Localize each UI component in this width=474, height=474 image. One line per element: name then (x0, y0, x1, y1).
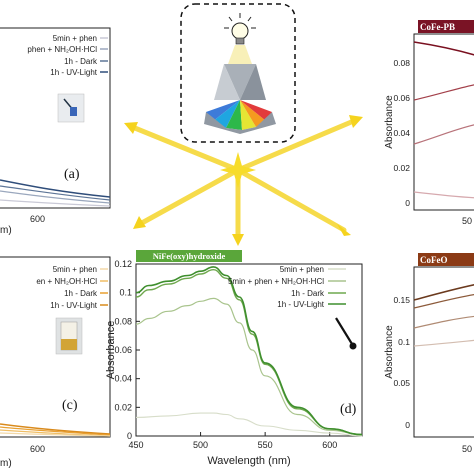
dashed-frame (180, 3, 296, 143)
panel-a-legend-3: 1h - Dark (64, 57, 98, 66)
panel-d-legend: 5min + phen 5min + phen + NH₂OH·HCl 1h -… (228, 265, 346, 309)
panel-d-xtick-label: 600 (322, 440, 337, 450)
panel-a-legend-4: 1h - UV-Light (50, 68, 97, 77)
panel-d-ytick-label: 0 (127, 431, 132, 441)
panel-c-letter: (c) (62, 398, 78, 413)
panel-d-xlabel: Wavelength (nm) (207, 455, 290, 467)
panel-e-frame (413, 266, 474, 438)
panel-d-legend-4: 1h - UV-Light (277, 300, 324, 309)
sparkle-icon (220, 152, 256, 188)
panel-d-title: NiFe(oxy)hydroxide (153, 251, 226, 261)
prism-icon (214, 64, 266, 100)
panel-d-ylabel: Absorbance (105, 321, 117, 380)
panel-a-letter: (a) (64, 167, 80, 182)
panel-d-xtick-label: 550 (258, 440, 273, 450)
panel-b: CoFe-PB Absorbance 0.08 0.06 0.04 0.02 0… (384, 20, 474, 226)
panel-a-legend-1: 5min + phen (53, 34, 97, 43)
panel-a-curves (0, 179, 111, 207)
panel-b-yticks: 0.08 0.06 0.04 0.02 0 (393, 58, 410, 208)
panel-d-series-line-3 (135, 268, 363, 436)
panel-e-ytick-0: 0 (405, 420, 410, 430)
panel-b-ytick-0.04: 0.04 (393, 128, 410, 138)
panel-d-tag (136, 250, 242, 262)
panel-e-curves (413, 284, 474, 347)
panel-b-ytick-0: 0 (405, 198, 410, 208)
panel-b-ytick-0.08: 0.08 (393, 58, 410, 68)
panel-b-title: CoFe-PB (420, 22, 455, 32)
spectrum-fan (204, 100, 276, 134)
panel-c-curves (0, 423, 111, 437)
panel-d-xtick-label: 450 (128, 440, 143, 450)
panel-e-tag (418, 253, 474, 266)
panel-c-legend-3: 1h - Dark (64, 289, 98, 298)
panel-c-inset-photo (55, 317, 83, 355)
panel-e-ytick-0.15: 0.15 (393, 295, 410, 305)
light-bulb-icon (224, 13, 256, 45)
panel-d-series-line-2 (135, 297, 363, 436)
panel-b-tick-x: 50 (462, 216, 472, 226)
panel-c-legend-1: 5min + phen (53, 265, 97, 274)
panel-e-yticks: 0.15 0.1 0.05 0 (393, 295, 410, 430)
panel-d: NiFe(oxy)hydroxide 00.020.040.060.080.10… (105, 250, 363, 467)
panel-d-ytick-label: 0.06 (114, 345, 132, 355)
panel-c-tick-600: 600 (30, 444, 45, 454)
panel-c-legend: 5min + phen en + NH₂OH·HCl 1h - Dark 1h … (36, 265, 108, 310)
panel-a-legend: 5min + phen phen + NH₂OH·HCl 1h - Dark 1… (27, 34, 108, 77)
panel-d-ytick-label: 0.02 (114, 402, 132, 412)
panel-c-frame (0, 256, 111, 438)
panel-b-ylabel: Absorbance (384, 95, 395, 149)
panel-d-legend-2: 5min + phen + NH₂OH·HCl (228, 277, 324, 286)
panel-a-frame (0, 27, 111, 209)
panel-c-legend-2: en + NH₂OH·HCl (36, 277, 97, 286)
light-beam (228, 45, 252, 64)
panel-e: CoFeO Absorbance 0.15 0.1 0.05 0 50 (384, 253, 474, 454)
panel-a-xlabel: m) (0, 225, 12, 236)
panel-d-frame (135, 263, 363, 437)
panel-e-ytick-0.05: 0.05 (393, 378, 410, 388)
center-illustration (124, 3, 363, 246)
panel-c: 5min + phen en + NH₂OH·HCl 1h - Dark 1h … (0, 256, 111, 469)
panel-d-legend-3: 1h - Dark (291, 289, 325, 298)
panel-a-legend-2: phen + NH₂OH·HCl (27, 45, 97, 54)
panel-a-inset-photo (57, 93, 85, 123)
panel-d-letter: (d) (340, 402, 357, 417)
starburst-arrowheads (124, 115, 363, 246)
panel-b-ytick-0.06: 0.06 (393, 93, 410, 103)
panel-d-series-line-1 (135, 412, 363, 437)
starburst (127, 117, 359, 241)
panel-d-series-line-4 (135, 266, 363, 436)
panel-e-ytick-0.1: 0.1 (398, 337, 410, 347)
panel-b-curves (413, 41, 474, 199)
panel-d-ytick-label: 0.12 (114, 259, 132, 269)
panel-e-ylabel: Absorbance (384, 325, 395, 379)
panel-d-ytick-label: 0.08 (114, 316, 132, 326)
panel-c-legend-4: 1h - UV-Light (50, 301, 97, 310)
panel-d-ytick-label: 0.1 (119, 288, 132, 298)
panel-a-tick-600: 600 (30, 214, 45, 224)
panel-c-xlabel: m) (0, 458, 12, 469)
panel-b-frame (413, 33, 474, 211)
panel-b-ytick-0.02: 0.02 (393, 163, 410, 173)
panel-b-tag (418, 20, 474, 33)
panel-d-ytick-label: 0.04 (114, 374, 132, 384)
panel-e-title: CoFeO (420, 255, 448, 265)
panel-d-series (135, 266, 363, 437)
panel-a: 5min + phen phen + NH₂OH·HCl 1h - Dark 1… (0, 27, 111, 236)
panel-e-tick-x: 50 (462, 444, 472, 454)
panel-d-axes: 0 0.02 0.04 0.06 0.08 0.1 0.12 450 500 550 600 (114, 259, 337, 450)
panel-d-legend-1: 5min + phen (280, 265, 324, 274)
panel-d-xtick-label: 500 (193, 440, 208, 450)
panel-d-inset-electrode (335, 317, 357, 350)
